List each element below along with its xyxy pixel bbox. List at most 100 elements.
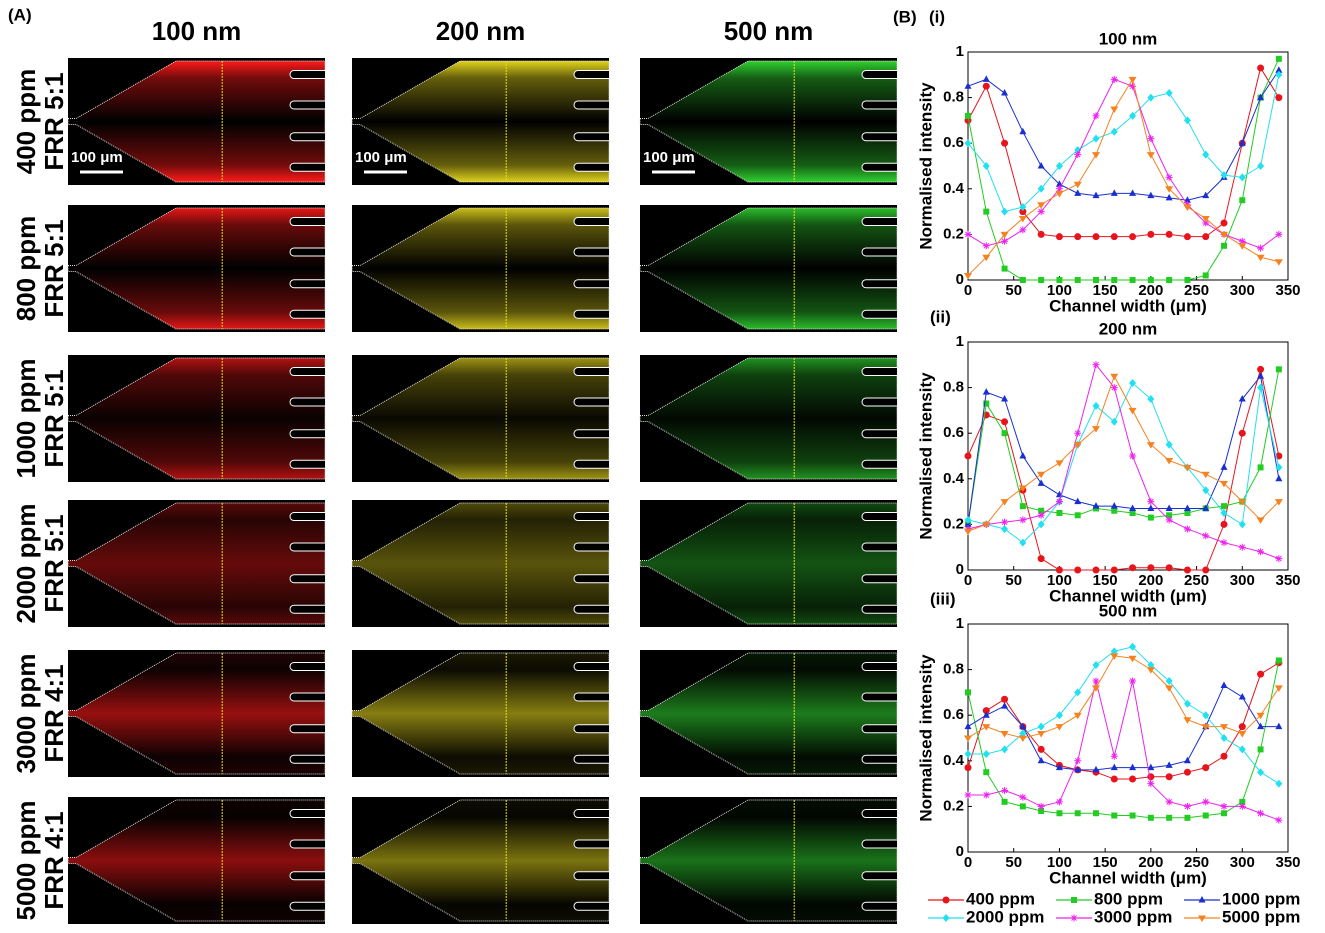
y-tick-label: 0.8	[943, 661, 964, 678]
y-tick-label: 0.2	[943, 797, 964, 814]
data-point	[1092, 134, 1100, 143]
data-point	[1074, 765, 1082, 773]
data-point	[1238, 543, 1246, 551]
micrograph	[351, 58, 610, 185]
data-point	[982, 707, 990, 715]
data-point	[1257, 244, 1265, 252]
series-line	[967, 369, 1280, 571]
data-point	[1238, 730, 1247, 738]
data-point	[1202, 233, 1210, 241]
data-point	[1183, 116, 1191, 125]
data-point	[1074, 566, 1082, 574]
data-point	[1001, 518, 1009, 526]
micrograph	[639, 205, 898, 332]
data-point	[1146, 667, 1155, 674]
data-point	[1183, 196, 1191, 203]
data-point	[1019, 203, 1027, 212]
data-point	[1146, 442, 1155, 449]
data-point	[1202, 191, 1210, 199]
series-line	[967, 660, 1280, 819]
data-point	[1055, 566, 1063, 574]
data-point	[1055, 798, 1063, 806]
data-point	[1129, 277, 1136, 283]
data-point	[982, 791, 990, 799]
data-point	[1037, 162, 1045, 169]
data-point	[1202, 150, 1210, 159]
legend-label: 2000 ppm	[966, 907, 1044, 926]
data-point	[1092, 677, 1100, 685]
x-tick-label: 150	[1093, 282, 1118, 299]
data-point	[1018, 735, 1027, 742]
data-point	[1019, 722, 1027, 730]
data-point	[1221, 242, 1227, 249]
data-point	[1256, 254, 1265, 262]
data-point	[1001, 695, 1009, 703]
data-point	[1110, 127, 1118, 136]
data-point	[1110, 752, 1118, 760]
x-tick-label: 0	[964, 854, 972, 871]
data-point	[1257, 365, 1265, 373]
panel-label: (iii)	[930, 589, 956, 608]
data-point	[1037, 745, 1045, 753]
data-point	[1073, 712, 1082, 720]
data-point	[1092, 112, 1100, 120]
data-point	[1055, 711, 1063, 720]
row-label: FRR 5:1	[39, 514, 69, 612]
data-point	[1037, 471, 1046, 479]
data-point	[1275, 474, 1283, 482]
data-point	[1221, 810, 1227, 817]
data-point	[1037, 184, 1045, 193]
row-label: FRR 4:1	[39, 664, 69, 762]
data-point	[1220, 219, 1228, 227]
data-point	[1147, 661, 1155, 670]
data-point	[1257, 383, 1265, 392]
data-point	[1001, 265, 1008, 272]
data-point	[983, 400, 990, 407]
data-point	[1239, 197, 1246, 204]
series-line	[967, 69, 1280, 201]
row-label: 2000 ppm	[11, 504, 41, 624]
data-point	[1092, 361, 1100, 369]
data-point	[1019, 277, 1026, 283]
row-label: 3000 ppm	[11, 654, 41, 774]
data-point	[1275, 463, 1283, 472]
x-tick-label: 250	[1184, 282, 1209, 299]
row-label: FRR 5:1	[39, 219, 69, 317]
data-point	[1092, 765, 1100, 773]
legend-label: 400 ppm	[966, 889, 1035, 908]
data-point	[1147, 93, 1155, 102]
data-point	[1074, 277, 1081, 283]
data-point	[1001, 395, 1009, 402]
data-point	[1001, 139, 1009, 147]
data-point	[1239, 798, 1246, 805]
data-point	[982, 82, 990, 90]
data-point	[1110, 653, 1119, 660]
data-point	[1275, 66, 1283, 73]
data-point	[1183, 699, 1191, 708]
data-point	[1147, 230, 1155, 238]
y-axis-label: Normalised intensity	[916, 82, 935, 250]
column-header: 500 nm	[724, 16, 814, 46]
y-tick-label: 0.4	[943, 752, 965, 769]
y-tick-label: 0.4	[943, 180, 965, 197]
data-point	[1220, 681, 1228, 689]
data-point	[1274, 499, 1283, 506]
data-point	[1056, 810, 1063, 817]
x-tick-label: 100	[1047, 572, 1072, 589]
data-point	[1055, 162, 1063, 170]
series-line	[967, 58, 1280, 281]
data-point	[1001, 207, 1009, 216]
data-point	[1147, 514, 1154, 521]
data-point	[1147, 135, 1155, 143]
data-point	[1165, 458, 1174, 465]
data-point	[1056, 277, 1063, 283]
chart-title: 100 nm	[1099, 29, 1158, 48]
row-label: 400 ppm	[11, 69, 41, 175]
data-point	[1092, 152, 1100, 159]
data-point	[1111, 812, 1118, 819]
data-point	[1128, 655, 1137, 663]
data-point	[1238, 692, 1246, 700]
data-point	[964, 735, 972, 742]
x-tick-label: 200	[1138, 572, 1163, 589]
data-point	[1129, 642, 1137, 651]
